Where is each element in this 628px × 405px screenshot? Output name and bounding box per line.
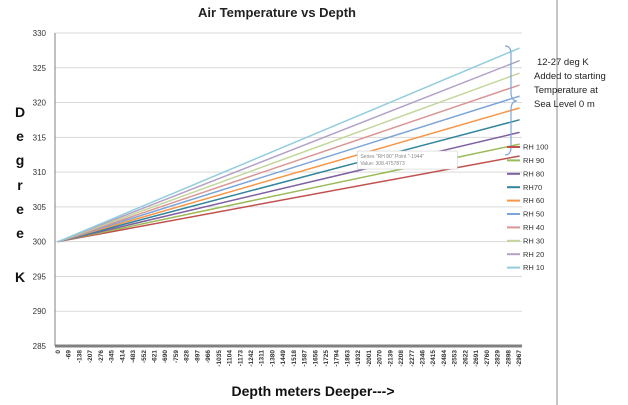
annotation-brace — [504, 45, 518, 156]
chart-title: Air Temperature vs Depth — [198, 5, 356, 20]
x-tick-label: -483 — [130, 350, 137, 363]
annotation: 12-27 deg K Added to starting Temperatur… — [534, 57, 606, 110]
y-tick-label: 325 — [33, 64, 47, 73]
x-tick-label: -2277 — [409, 350, 416, 367]
x-tick-label: -1725 — [323, 350, 330, 367]
series-line — [57, 47, 520, 243]
x-axis-title: Depth meters Deeper---> — [232, 383, 395, 399]
x-tick-label: -414 — [119, 350, 126, 363]
x-tick-label: -2484 — [441, 350, 448, 367]
legend-label: RH 60 — [523, 196, 544, 205]
x-tick-label: 0 — [55, 350, 62, 354]
x-tick-label: -1380 — [269, 350, 276, 367]
series-lines — [57, 47, 520, 243]
x-tick-label: -2967 — [516, 350, 523, 367]
y-tick-label: 330 — [33, 29, 47, 38]
x-tick-label: -2691 — [473, 350, 480, 367]
y-axis-label-letter: e — [16, 225, 24, 241]
series-line — [57, 131, 520, 243]
series-line — [57, 155, 520, 243]
annotation-line-1: 12-27 deg K — [537, 57, 589, 68]
y-axis-label-letter: e — [16, 201, 24, 217]
y-tick-labels: 285 290 295 300 305 310 315 320 325 330 — [33, 29, 47, 351]
series-line — [57, 72, 520, 243]
y-axis-label-letter: r — [17, 177, 23, 193]
x-tick-label: -1932 — [355, 350, 362, 367]
x-tick-label: -2208 — [398, 350, 405, 367]
x-tick-label: -1656 — [312, 350, 319, 367]
legend-label: RH 80 — [523, 169, 544, 178]
x-tick-label: -2346 — [420, 350, 427, 367]
annotation-line-2: Added to starting — [534, 71, 606, 82]
x-tick-label: -345 — [109, 350, 116, 363]
x-tick-label: -276 — [98, 350, 105, 363]
x-tick-label: -1794 — [334, 350, 341, 367]
y-tick-label: 290 — [33, 307, 47, 316]
legend-label: RH 90 — [523, 156, 544, 165]
series-line — [57, 84, 520, 243]
legend-label: RH 40 — [523, 223, 544, 232]
series-line — [57, 95, 520, 243]
annotation-line-3: Temperature at — [534, 85, 598, 96]
x-tick-label: -759 — [173, 350, 180, 363]
x-tick-label: -1449 — [280, 350, 287, 367]
x-tick-label: -2001 — [366, 350, 373, 367]
x-tick-label: -621 — [151, 350, 158, 363]
y-axis-label-letter: e — [16, 128, 24, 144]
x-tick-label: -2415 — [430, 350, 437, 367]
series-line — [57, 119, 520, 243]
y-axis-label-letter: K — [15, 269, 25, 285]
x-tick-label: -966 — [205, 350, 212, 363]
x-tick-label: -1863 — [344, 350, 351, 367]
data-tooltip: Series "RH 80" Point "-1944" Value: 308.… — [357, 150, 458, 170]
y-axis-label-letter: D — [15, 104, 25, 120]
gridlines — [55, 32, 522, 312]
x-tick-label: -207 — [87, 350, 94, 363]
y-tick-label: 305 — [33, 203, 47, 212]
y-axis-label-letter: g — [16, 152, 25, 168]
x-tick-label: -1518 — [291, 350, 298, 367]
y-tick-label: 285 — [33, 342, 47, 351]
x-tick-label: -2760 — [484, 350, 491, 367]
x-tick-label: -2070 — [377, 350, 384, 367]
y-tick-label: 315 — [33, 133, 47, 142]
series-line — [57, 107, 520, 243]
y-tick-label: 320 — [33, 99, 47, 108]
tooltip-line-1: Series "RH 80" Point "-1944" — [360, 154, 424, 160]
x-tick-label: -2622 — [462, 350, 469, 367]
x-tick-label: -2139 — [387, 350, 394, 367]
x-tick-label: -1587 — [302, 350, 309, 367]
x-tick-label: -138 — [76, 350, 83, 363]
x-tick-labels: 0 -69 -138 -207 -276 -345 -414 -483 -552 -621 -690… — [55, 350, 523, 367]
series-line — [57, 60, 520, 243]
x-tick-label: -897 — [194, 350, 201, 363]
legend-label: RH 20 — [523, 250, 544, 259]
x-tick-label: -69 — [66, 350, 73, 360]
x-tick-label: -1173 — [237, 350, 244, 367]
y-tick-label: 310 — [33, 168, 47, 177]
x-tick-label: -1311 — [259, 350, 266, 367]
legend-label: RH 50 — [523, 210, 544, 219]
annotation-line-4: Sea Level 0 m — [534, 99, 595, 110]
legend-label: RH 100 — [523, 143, 548, 152]
x-tick-label: -2829 — [495, 350, 502, 367]
tooltip-box — [357, 150, 458, 170]
legend-label: RH70 — [523, 183, 542, 192]
legend-label: RH 10 — [523, 263, 544, 272]
x-tick-label: -828 — [184, 350, 191, 363]
legend: RH 100 RH 90 RH 80 RH70 RH 60 RH 50 RH 40 RH 30… — [507, 143, 548, 272]
x-tick-label: -552 — [141, 350, 148, 363]
x-tick-label: -2898 — [505, 350, 512, 367]
x-tick-label: -1242 — [248, 350, 255, 367]
x-tick-label: -2553 — [452, 350, 459, 367]
tooltip-line-2: Value: 308.4757873 — [360, 161, 405, 167]
y-tick-label: 300 — [33, 238, 47, 247]
x-tick-label: -1104 — [227, 350, 234, 367]
y-tick-label: 295 — [33, 272, 47, 281]
x-tick-label: -1035 — [216, 350, 223, 367]
legend-label: RH 30 — [523, 236, 544, 245]
x-tick-label: -690 — [162, 350, 169, 363]
